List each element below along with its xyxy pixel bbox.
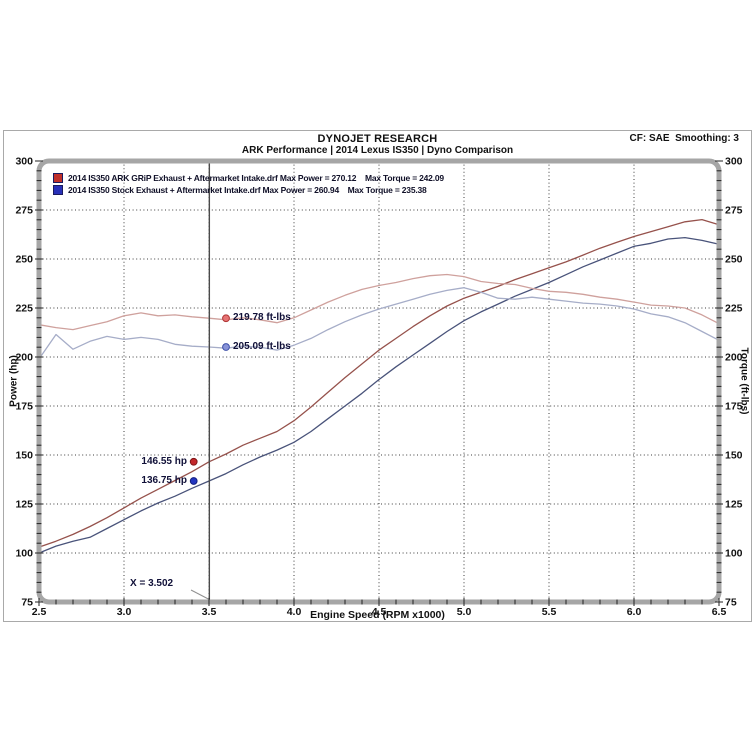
marker-dot-torque-ark bbox=[222, 314, 230, 323]
x-tick-label: 3.0 bbox=[117, 606, 132, 618]
y-tick-label-left: 200 bbox=[15, 352, 33, 364]
power-curve-stock bbox=[38, 236, 720, 554]
legend-swatch-red bbox=[53, 173, 63, 183]
annotation-power-stock: 136.75 hp bbox=[141, 475, 187, 486]
cursor-label-leader bbox=[190, 589, 209, 600]
y-tick-label-left: 150 bbox=[15, 450, 33, 462]
marker-dot-power-stock bbox=[189, 477, 198, 485]
y-tick-label-right: 125 bbox=[725, 499, 743, 511]
marker-dot-torque-stock bbox=[222, 343, 230, 351]
y-tick-label-left: 75 bbox=[21, 597, 33, 609]
x-tick-label: 4.5 bbox=[372, 606, 387, 618]
y-tick-label-right: 150 bbox=[725, 450, 743, 462]
chart-subtitle: ARK Performance | 2014 Lexus IS350 | Dyn… bbox=[241, 145, 514, 156]
x-tick-label: 6.0 bbox=[627, 606, 642, 618]
annotation-torque-stock: 205.09 ft-lbs bbox=[233, 341, 291, 352]
dyno-plot-area[interactable]: 2.5 3.0 3.5 4.0 4.5 5.0 5.5 6.0 6.5 300 300 275 275 2… bbox=[4, 131, 751, 621]
x-tick-label: 5.0 bbox=[457, 606, 472, 618]
y-tick-label-right: 225 bbox=[725, 303, 743, 315]
y-tick-label-right: 100 bbox=[725, 548, 743, 560]
y-axis-label-torque: Torque (ft-lbs) bbox=[738, 347, 750, 415]
x-tick-label: 2.5 bbox=[32, 606, 47, 618]
dyno-chart-panel: DYNOJET RESEARCH ARK Performance | 2014 … bbox=[3, 130, 752, 622]
annotation-power-ark: 146.55 hp bbox=[141, 456, 187, 467]
legend-row-ark: 2014 IS350 ARK GRiP Exhaust + Aftermarke… bbox=[53, 172, 444, 184]
chart-title: DYNOJET RESEARCH bbox=[317, 133, 438, 145]
y-tick-label-left: 250 bbox=[15, 254, 33, 266]
torque-curve-ark bbox=[38, 273, 720, 331]
y-tick-label-right: 200 bbox=[725, 352, 743, 364]
x-tick-label: 5.5 bbox=[542, 606, 557, 618]
y-tick-label-right: 275 bbox=[725, 205, 743, 217]
x-tick-label: 6.5 bbox=[712, 606, 727, 618]
annotation-torque-ark: 219.78 ft-lbs bbox=[233, 312, 291, 323]
y-tick-label-right: 300 bbox=[725, 156, 743, 168]
x-tick-label: 3.5 bbox=[202, 606, 217, 618]
x-axis-label: Engine Speed (RPM x1000) bbox=[310, 609, 445, 621]
legend-label-ark: 2014 IS350 ARK GRiP Exhaust + Aftermarke… bbox=[68, 173, 444, 183]
marker-dot-power-ark bbox=[189, 457, 198, 466]
y-tick-label-left: 300 bbox=[15, 156, 33, 168]
torque-curve-stock bbox=[38, 287, 720, 360]
legend-label-stock: 2014 IS350 Stock Exhaust + Aftermarket I… bbox=[68, 185, 427, 195]
x-tick-label: 4.0 bbox=[287, 606, 302, 618]
y-tick-label-left: 125 bbox=[15, 499, 33, 511]
annotation-cursor-x: X = 3.502 bbox=[130, 578, 174, 589]
y-tick-label-right: 175 bbox=[725, 401, 743, 413]
y-tick-label-left: 275 bbox=[15, 205, 33, 217]
y-tick-label-right: 75 bbox=[725, 597, 737, 609]
y-tick-label-right: 250 bbox=[725, 254, 743, 266]
y-tick-label-left: 175 bbox=[15, 401, 33, 413]
y-axis-label-power: Power (hp) bbox=[8, 355, 20, 407]
y-tick-label-left: 100 bbox=[15, 548, 33, 560]
power-curve-ark bbox=[38, 218, 720, 548]
legend-row-stock: 2014 IS350 Stock Exhaust + Aftermarket I… bbox=[53, 184, 427, 196]
legend-swatch-blue bbox=[53, 185, 63, 195]
y-tick-label-left: 225 bbox=[15, 303, 33, 315]
correction-smoothing-label: CF: SAE Smoothing: 3 bbox=[629, 133, 739, 144]
